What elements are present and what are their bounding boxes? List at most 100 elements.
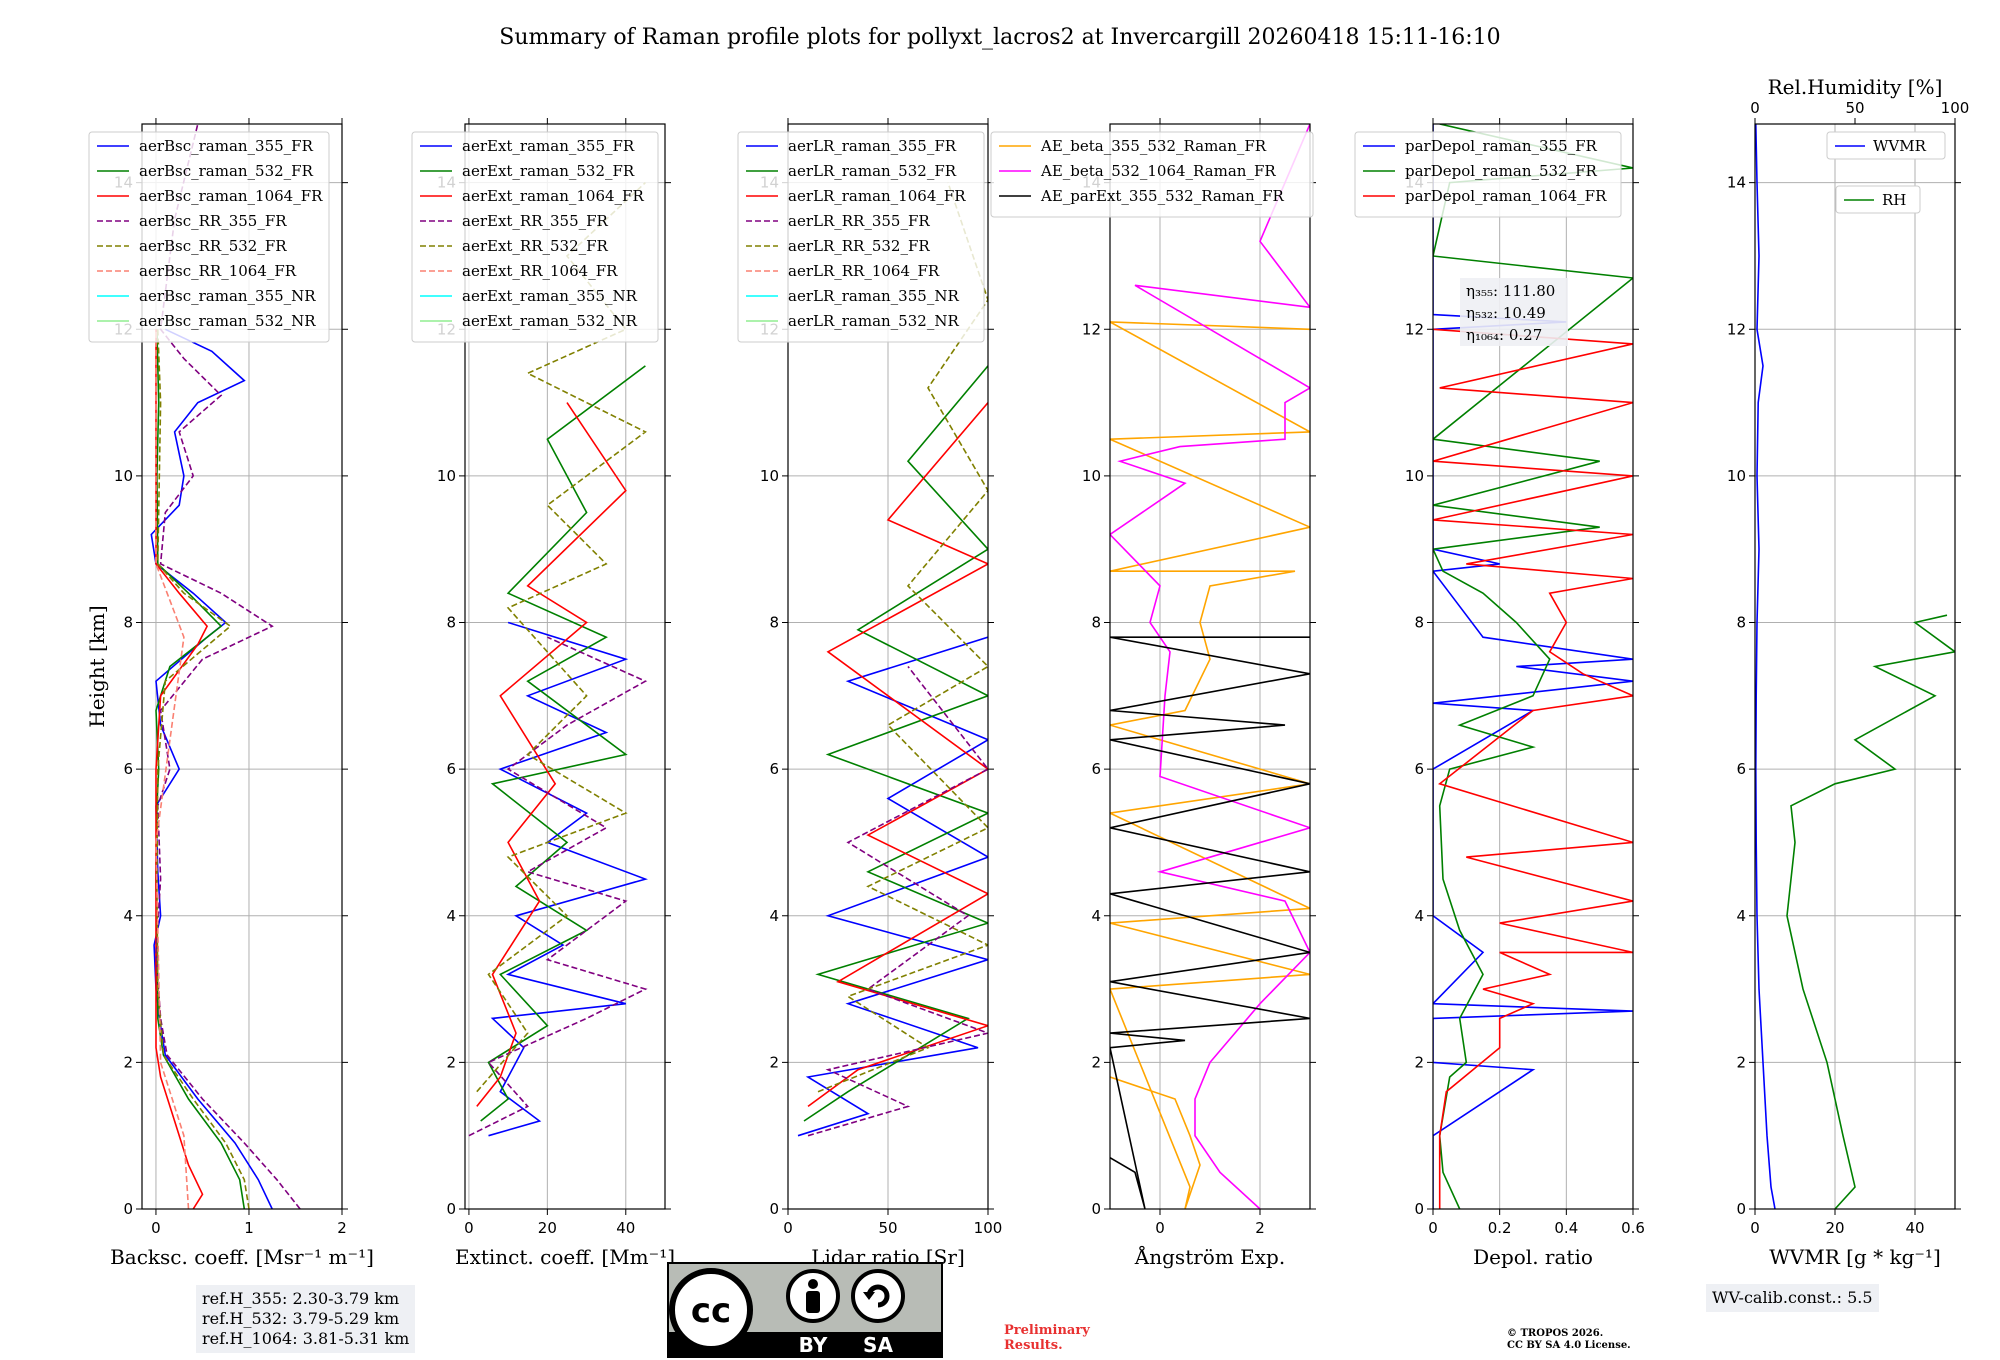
cc-sa-label: SA [863, 1333, 893, 1357]
legend-label: AE_beta_355_532_Raman_FR [1040, 137, 1267, 155]
y-tick-label: 2 [769, 1053, 779, 1071]
copyright-line-2: CC BY SA 4.0 License. [1507, 1340, 1631, 1351]
y-tick-label: 0 [123, 1200, 133, 1218]
panel-wv: 0 20 40 0 2 4 6 8 10 12 14 WVMR [g * kg⁻¹] 0 50 100Rel… [1727, 75, 1969, 1269]
legend-label: parDepol_raman_355_FR [1405, 137, 1598, 155]
sa-share-alike-icon [851, 1269, 905, 1323]
preliminary-note: Preliminary Results. [1004, 1323, 1090, 1353]
x-tick-label: 0 [1428, 1219, 1438, 1237]
ref-h-355: ref.H_355: 2.30-3.79 km [202, 1289, 400, 1308]
y-tick-label: 0 [1736, 1200, 1746, 1218]
y-tick-label: 8 [1736, 614, 1746, 632]
series-group [150, 124, 301, 1209]
series-line-aerBsc_RR_1064_FR [155, 329, 190, 1209]
series-group [797, 182, 988, 1137]
legend-label: aerExt_RR_1064_FR [462, 262, 618, 280]
series-line-aerLR_raman_532_FR [803, 365, 988, 1122]
y-tick-label: 0 [769, 1200, 779, 1218]
y-tick-label: 10 [114, 467, 133, 485]
y-tick-label: 2 [1736, 1053, 1746, 1071]
axes-frame [1432, 123, 1634, 1210]
y-tick-label: 4 [1091, 907, 1101, 925]
ref-h-532: ref.H_532: 3.79-5.29 km [202, 1309, 400, 1328]
eta-box: η₃₅₅: 111.80 η₅₃₂: 10.49 η₁₀₆₄: 0.27 [1460, 278, 1568, 346]
x-axis-label: WVMR [g * kg⁻¹] [1769, 1245, 1941, 1269]
legend-label: aerExt_raman_1064_FR [462, 187, 644, 205]
x-tick-label: 2 [1255, 1219, 1265, 1237]
eta-background [1460, 278, 1568, 346]
legend: aerExt_raman_355_FR aerExt_raman_532_FRae… [411, 131, 659, 343]
legend-label: aerExt_raman_532_NR [462, 312, 638, 330]
ref-h-1064: ref.H_1064: 3.81-5.31 km [202, 1329, 410, 1348]
series-line-aerLR_raman_355_FR [797, 636, 988, 1137]
panel-ae: 0202468101214Ångström Exp.AE_beta_355_53… [990, 118, 1316, 1269]
x-tick-label: 2 [337, 1219, 347, 1237]
legend-label: RH [1882, 191, 1906, 209]
y-tick-label: 8 [1091, 614, 1101, 632]
x-tick-label: 1 [244, 1219, 254, 1237]
y-tick-label: 0 [1091, 1200, 1101, 1218]
legend-box [990, 131, 1314, 218]
legend-label: aerExt_raman_532_FR [462, 162, 635, 180]
axes-frame [1109, 123, 1311, 1210]
y-tick-label: 8 [446, 614, 456, 632]
legend-label: parDepol_raman_532_FR [1405, 162, 1598, 180]
series-line-AE_beta_532_1064_Raman_FR [1110, 124, 1310, 1209]
legend-label: aerBsc_RR_532_FR [139, 237, 287, 255]
series-group [1755, 124, 1955, 1209]
y-tick-label: 4 [1736, 907, 1746, 925]
x-axis-label: Extinct. coeff. [Mm⁻¹] [455, 1245, 675, 1269]
legend-label: parDepol_raman_1064_FR [1405, 187, 1607, 205]
eta-line: η₁₀₆₄: 0.27 [1466, 326, 1542, 344]
legend-label: aerLR_RR_532_FR [788, 237, 930, 255]
y-tick-label: 8 [1414, 614, 1424, 632]
y-tick-label: 6 [769, 760, 779, 778]
legend-box [411, 131, 659, 343]
panels: 01202468101214Backsc. coeff. [Msr⁻¹ m⁻¹]… [85, 75, 1969, 1269]
eta-line: η₃₅₅: 111.80 [1466, 282, 1555, 300]
x-tick-label: 20 [538, 1219, 557, 1237]
axes-frame [141, 123, 343, 1210]
axes-frame [464, 123, 666, 1210]
legend-label: aerBsc_raman_1064_FR [139, 187, 323, 205]
x-tick-label: 0 [464, 1219, 474, 1237]
legend: aerBsc_raman_355_FR aerBsc_raman_532_FRae… [88, 131, 330, 343]
x-tick-label: 40 [616, 1219, 635, 1237]
y-tick-label: 14 [1727, 174, 1746, 192]
reference-height-box: ref.H_355: 2.30-3.79 km ref.H_532: 3.79-… [196, 1285, 416, 1353]
legend: aerLR_raman_355_FR aerLR_raman_532_FR aerL… [737, 131, 985, 343]
cc-license-badge: cc BY SA [667, 1262, 943, 1358]
series-line-aerExt_raman_1064_FR [476, 402, 627, 1107]
y-tick-label: 6 [446, 760, 456, 778]
panel-bsc: 01202468101214Backsc. coeff. [Msr⁻¹ m⁻¹]… [85, 118, 374, 1269]
cc-by-label: BY [799, 1333, 828, 1357]
series-line-AE_parExt_355_532_Raman_FR [1110, 636, 1310, 1209]
x-tick-label: 0 [151, 1219, 161, 1237]
legend-box [88, 131, 330, 343]
panel-lr: 05010002468101214Lidar ratio [Sr]aerLR_r… [737, 118, 1003, 1269]
axes-frame [1754, 123, 1956, 1210]
y-tick-label: 10 [1082, 467, 1101, 485]
legend-label: AE_beta_532_1064_Raman_FR [1040, 162, 1276, 180]
top-x-axis-label: Rel.Humidity [%] [1768, 75, 1943, 99]
top-x-tick-label: 50 [1845, 99, 1864, 117]
y-tick-label: 6 [1414, 760, 1424, 778]
y-axis-label: Height [km] [85, 605, 109, 727]
y-tick-label: 4 [1414, 907, 1424, 925]
top-x-tick-label: 100 [1941, 99, 1970, 117]
x-tick-label: 100 [974, 1219, 1003, 1237]
figure-title: Summary of Raman profile plots for polly… [499, 25, 1500, 50]
legend-label: aerLR_raman_1064_FR [788, 187, 966, 205]
x-tick-label: 0 [783, 1219, 793, 1237]
x-tick-label: 0.4 [1554, 1219, 1578, 1237]
x-axis-label: Backsc. coeff. [Msr⁻¹ m⁻¹] [110, 1245, 374, 1269]
y-tick-label: 2 [446, 1053, 456, 1071]
preliminary-line-2: Results. [1004, 1338, 1063, 1353]
svg-text:cc: cc [691, 1291, 731, 1331]
y-tick-label: 10 [1727, 467, 1746, 485]
series-group [1433, 124, 1633, 1209]
series-line-aerLR_raman_1064_FR [807, 402, 988, 1108]
legend: AE_beta_355_532_Raman_FR AE_beta_532_1064… [990, 131, 1314, 218]
y-tick-label: 8 [769, 614, 779, 632]
legend-label: aerBsc_raman_355_FR [139, 137, 314, 155]
